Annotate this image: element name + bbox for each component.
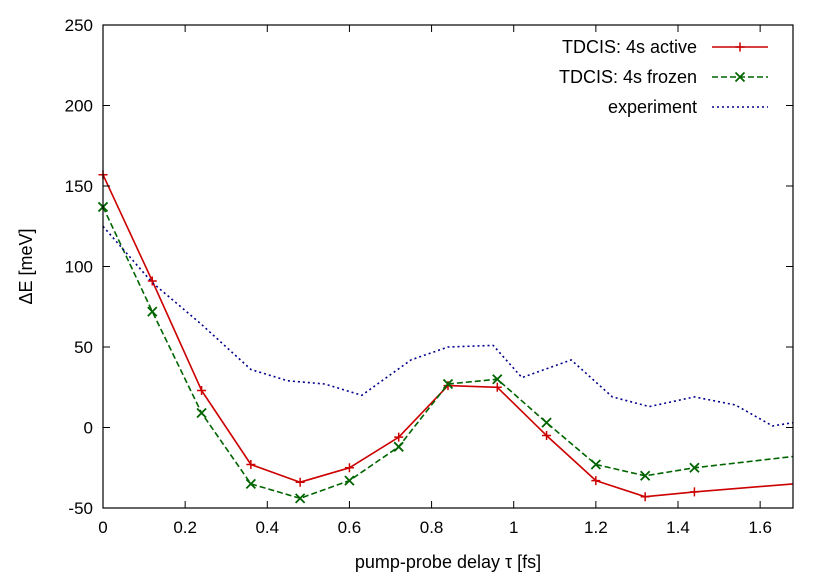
y-tick-label: -50 xyxy=(68,499,93,518)
data-point-series-1 xyxy=(197,385,207,395)
x-tick-label: 0 xyxy=(98,518,107,537)
x-tick-label: 0.2 xyxy=(173,518,197,537)
x-tick-label: 0.8 xyxy=(420,518,444,537)
data-point-series-2 xyxy=(147,306,158,317)
y-tick-label: 50 xyxy=(74,338,93,357)
data-point-series-2 xyxy=(393,441,404,452)
y-axis-label: ΔE [meV] xyxy=(16,228,36,304)
data-point-series-2 xyxy=(590,459,601,470)
x-tick-label: 1 xyxy=(509,518,518,537)
legend-marker xyxy=(734,71,746,83)
data-point-series-1 xyxy=(344,463,354,473)
axis-ticks xyxy=(102,24,793,509)
x-axis-label: pump-probe delay τ [fs] xyxy=(355,552,541,572)
data-point-series-2 xyxy=(295,493,306,504)
y-tick-label: 150 xyxy=(65,177,93,196)
y-tick-label: 200 xyxy=(65,97,93,116)
plot-markers xyxy=(97,170,700,504)
data-point-series-1 xyxy=(246,460,256,470)
data-point-series-1 xyxy=(640,492,650,502)
legend-label: TDCIS: 4s active xyxy=(562,37,697,57)
x-tick-label: 0.4 xyxy=(255,518,279,537)
y-tick-label: 100 xyxy=(65,258,93,277)
data-point-series-2 xyxy=(245,478,256,489)
legend-label: TDCIS: 4s frozen xyxy=(559,67,697,87)
data-point-series-1 xyxy=(443,381,453,391)
series-line-2 xyxy=(103,206,793,500)
series-line-3 xyxy=(103,225,793,427)
data-point-series-2 xyxy=(689,462,700,473)
data-point-series-1 xyxy=(492,382,502,392)
data-point-series-1 xyxy=(542,431,552,441)
x-tick-label: 1.6 xyxy=(748,518,772,537)
y-tick-label: 250 xyxy=(65,16,93,35)
legend-marker xyxy=(735,42,745,52)
x-tick-label: 0.6 xyxy=(338,518,362,537)
y-tick-label: 0 xyxy=(84,419,93,438)
tick-labels: 0 0.2 0.4 0.6 0.8 1 1.2 1.4 1.6 -50 0 50 100 150 200 25… xyxy=(65,16,772,537)
legend: TDCIS: 4s active TDCIS: 4s frozen experime… xyxy=(559,37,768,117)
x-tick-label: 1.2 xyxy=(584,518,608,537)
x-tick-label: 1.4 xyxy=(666,518,690,537)
data-point-series-1 xyxy=(295,477,305,487)
plot-lines xyxy=(103,174,793,500)
data-point-series-1 xyxy=(591,476,601,486)
data-point-series-2 xyxy=(344,475,355,486)
series-line-1 xyxy=(103,174,793,498)
data-point-series-2 xyxy=(541,417,552,428)
data-point-series-1 xyxy=(394,432,404,442)
data-point-series-1 xyxy=(147,276,157,286)
data-point-series-2 xyxy=(492,374,503,385)
data-point-series-2 xyxy=(442,378,454,390)
legend-label: experiment xyxy=(608,97,697,117)
data-point-series-2 xyxy=(196,407,207,419)
data-point-series-2 xyxy=(640,470,651,481)
data-point-series-1 xyxy=(689,487,699,497)
